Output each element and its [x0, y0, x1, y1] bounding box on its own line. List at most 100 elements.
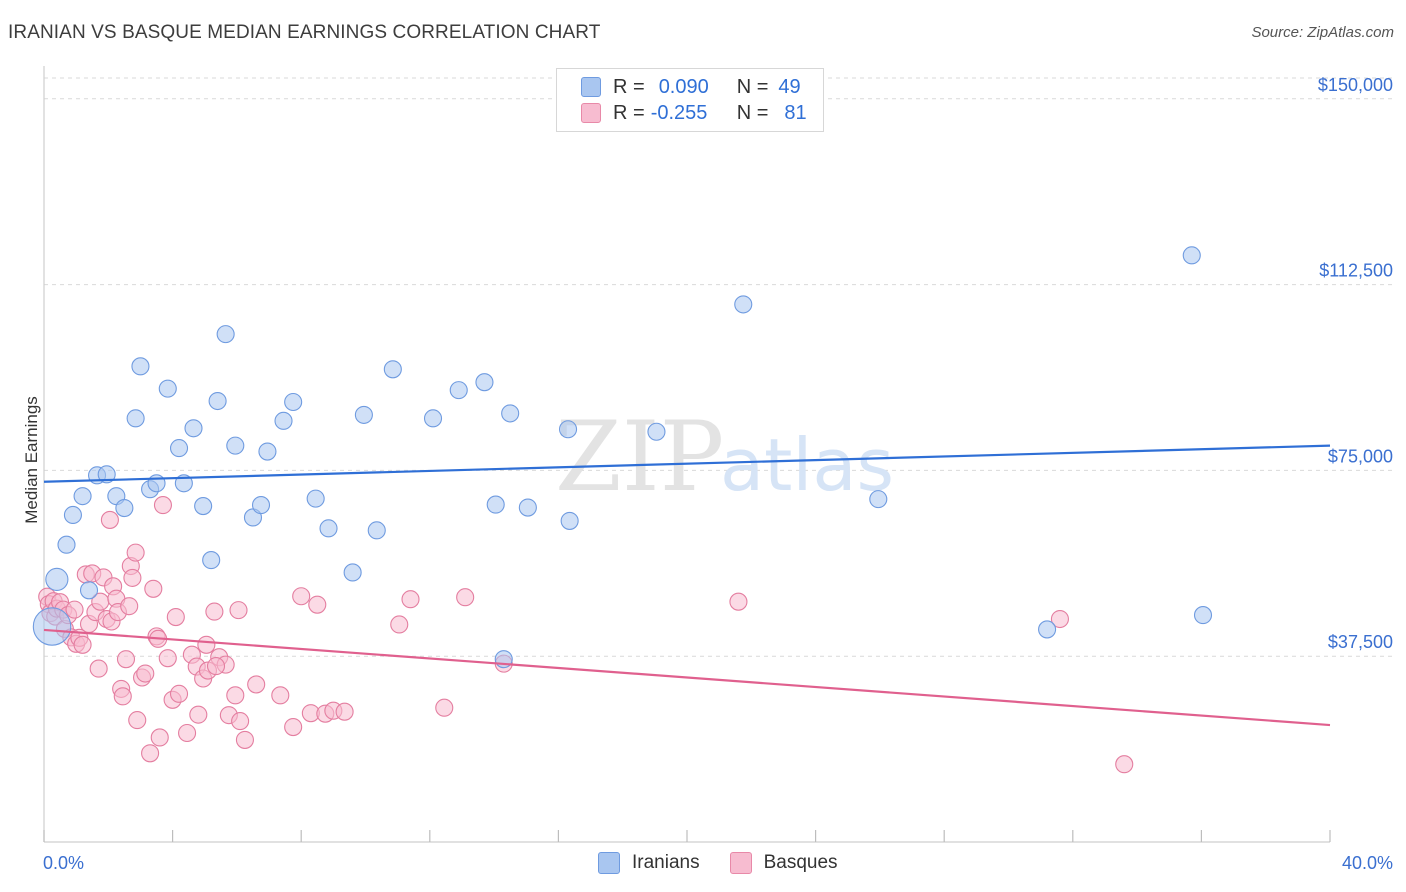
iranians-point	[560, 511, 579, 530]
iranians-point	[319, 519, 338, 538]
iranians-point	[367, 521, 386, 540]
iranians-point	[63, 505, 82, 525]
basques-point	[73, 635, 92, 654]
y-tick-labels: $37,500 $75,000 $112,500 $150,000	[1318, 75, 1393, 652]
basques-point	[141, 744, 160, 763]
basques-point	[292, 587, 311, 606]
legend-item-iranians[interactable]: Iranians	[598, 852, 700, 874]
series-basques-points	[38, 496, 1134, 774]
iranians-point	[518, 498, 537, 517]
legend-swatch-basques	[581, 103, 601, 123]
basques-trendline	[43, 628, 1331, 727]
basques-point	[158, 649, 177, 668]
iranians-point	[115, 498, 134, 518]
iranians-point	[1193, 606, 1213, 625]
iranians-point	[1182, 246, 1201, 265]
gridlines	[44, 77, 1393, 657]
iranians-point	[147, 474, 166, 493]
legend-label-iranians: Iranians	[632, 852, 700, 873]
iranians-point	[1038, 620, 1057, 639]
basques-point	[166, 608, 185, 627]
iranians-point	[475, 373, 494, 392]
y-tick-label: $75,000	[1328, 446, 1393, 466]
iranians-point	[97, 465, 116, 484]
iranians-point	[226, 436, 245, 455]
basques-point	[308, 595, 327, 614]
basques-point	[153, 496, 173, 515]
x-tick-label-max: 40.0%	[1342, 853, 1393, 873]
legend-row-basques: R = -0.255 N = 81	[581, 100, 807, 126]
basques-point	[178, 723, 197, 743]
iranians-point	[734, 295, 753, 314]
iranians-point	[343, 563, 362, 582]
iranians-point	[274, 411, 293, 430]
iranians-point	[258, 442, 277, 461]
basques-point	[205, 602, 224, 621]
iranians-point	[202, 551, 221, 570]
y-tick-label: $37,500	[1328, 632, 1393, 652]
iranians-point	[216, 325, 235, 344]
basques-point	[144, 579, 163, 598]
iranians-point	[284, 392, 303, 412]
iranians-point	[79, 581, 99, 600]
basques-point	[189, 705, 208, 724]
legend-item-basques[interactable]: Basques	[729, 852, 838, 874]
iranians-point	[423, 409, 443, 428]
basques-point	[100, 510, 119, 529]
iranians-point	[647, 422, 666, 441]
basques-point	[435, 698, 454, 717]
legend-n-value-basques: 81	[784, 101, 807, 124]
basques-point	[229, 601, 248, 620]
legend-swatch-iranians	[598, 852, 620, 874]
basques-point	[65, 600, 84, 619]
basques-point	[247, 675, 266, 694]
legend-row-iranians: R = 0.090 N = 49	[581, 74, 801, 100]
zipatlas-watermark: ZIP atlas	[555, 401, 894, 513]
correlation-legend: R = 0.090 N = 49 R = -0.255 N = 81	[556, 68, 824, 132]
iranians-point	[131, 357, 150, 376]
iranians-point	[383, 360, 402, 379]
legend-r-value-iranians: 0.090	[658, 75, 709, 98]
axes	[43, 66, 1331, 843]
y-tick-label: $112,500	[1319, 261, 1393, 281]
basques-point	[120, 597, 139, 616]
basques-point	[235, 730, 254, 749]
basques-point	[226, 686, 245, 705]
x-tick-label-min: 0.0%	[43, 853, 84, 873]
basques-point	[128, 711, 147, 730]
iranians-point	[194, 497, 213, 516]
basques-point	[116, 650, 136, 669]
basques-point	[89, 659, 108, 678]
iranians-point	[869, 490, 888, 509]
basques-point	[456, 588, 475, 607]
basques-point	[390, 615, 409, 634]
basques-point	[271, 686, 290, 705]
watermark-atlas: atlas	[720, 423, 894, 507]
iranians-point	[486, 495, 505, 514]
iranians-point	[558, 420, 578, 439]
watermark-zip: ZIP	[555, 401, 724, 513]
source-label: Source: ZipAtlas.com	[1251, 24, 1394, 41]
iranians-point	[354, 405, 373, 424]
legend-n-label: N =	[736, 101, 769, 124]
iranians-point	[208, 391, 227, 411]
iranians-point	[449, 381, 468, 400]
series-legend: Iranians Basques	[598, 852, 868, 874]
iranians-point	[126, 409, 145, 428]
iranians-point	[57, 535, 76, 554]
iranians-point	[73, 487, 92, 506]
basques-point	[123, 568, 142, 587]
iranians-point	[306, 489, 325, 508]
y-tick-label: $150,000	[1318, 75, 1393, 95]
legend-n-value-iranians: 49	[778, 75, 801, 98]
basques-point	[169, 684, 189, 703]
basques-point	[150, 728, 169, 747]
basques-point	[1050, 609, 1069, 629]
iranians-point	[251, 496, 271, 515]
iranians-point	[158, 379, 177, 398]
iranians-point	[45, 567, 69, 591]
trendlines	[43, 444, 1331, 727]
basques-point	[197, 635, 216, 654]
legend-n-label: N =	[736, 75, 769, 98]
basques-point	[401, 590, 420, 609]
